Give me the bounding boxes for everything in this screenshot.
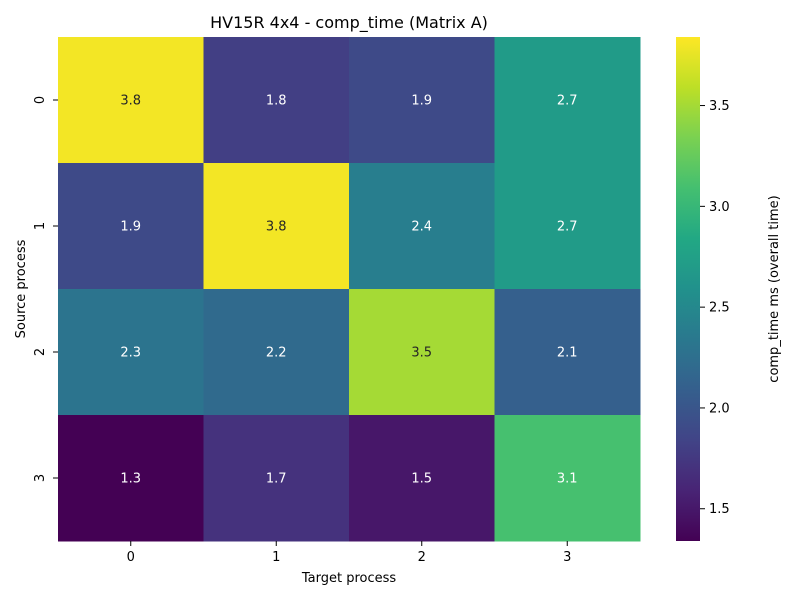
x-tick-label: 0 <box>127 550 135 565</box>
cell-value-label: 1.9 <box>120 220 141 235</box>
heatmap-cell <box>203 415 350 542</box>
cell-value-label: 3.8 <box>120 94 141 109</box>
heatmap-cells: 3.8 1.8 1.9 2.7 1.9 3.8 2.4 2.7 2.3 2.2 3.5 2.1 1.3 1… <box>58 37 641 542</box>
cell-value-label: 1.7 <box>266 472 287 487</box>
cell-value-label: 2.7 <box>557 220 578 235</box>
colorbar-tick-label: 3.0 <box>709 200 730 215</box>
colorbar-ticks: 1.5 2.0 2.5 3.0 3.5 <box>700 99 730 517</box>
x-tick-label: 1 <box>272 550 280 565</box>
heatmap-cell <box>494 289 641 416</box>
cell-value-label: 2.4 <box>411 220 432 235</box>
heatmap-cell <box>58 163 204 290</box>
x-axis-ticks: 0 1 2 3 <box>127 541 571 565</box>
cell-value-label: 3.1 <box>557 472 578 487</box>
heatmap-cell <box>494 37 641 164</box>
y-axis-ticks: 0 1 2 3 <box>33 96 58 482</box>
y-axis-label: Source process <box>14 239 29 338</box>
colorbar-tick-label: 2.5 <box>709 301 730 316</box>
heatmap-cell <box>349 289 495 416</box>
heatmap-cell <box>494 163 641 290</box>
cell-value-label: 2.2 <box>266 346 287 361</box>
colorbar <box>676 37 700 541</box>
x-axis-label: Target process <box>301 571 397 586</box>
colorbar-tick-label: 1.5 <box>709 502 730 517</box>
cell-value-label: 2.7 <box>557 94 578 109</box>
cell-value-label: 2.3 <box>120 346 141 361</box>
cell-value-label: 1.8 <box>266 94 287 109</box>
heatmap-cell <box>349 37 495 164</box>
heatmap-cell <box>349 163 495 290</box>
heatmap-cell <box>494 415 641 542</box>
colorbar-tick-label: 3.5 <box>709 99 730 114</box>
heatmap-cell <box>58 37 204 164</box>
cell-value-label: 1.9 <box>411 94 432 109</box>
y-tick-label: 1 <box>33 222 48 230</box>
x-tick-label: 3 <box>563 550 571 565</box>
y-tick-label: 0 <box>33 96 48 104</box>
heatmap-cell <box>203 289 350 416</box>
heatmap-cell <box>203 37 350 164</box>
cell-value-label: 3.8 <box>266 220 287 235</box>
y-tick-label: 2 <box>33 348 48 356</box>
colorbar-tick-label: 2.0 <box>709 401 730 416</box>
x-tick-label: 2 <box>418 550 426 565</box>
colorbar-label: comp_time ms (overall time) <box>767 195 782 382</box>
cell-value-label: 2.1 <box>557 346 578 361</box>
cell-value-label: 3.5 <box>411 346 432 361</box>
cell-value-label: 1.3 <box>120 472 141 487</box>
heatmap-cell <box>58 415 204 542</box>
heatmap-cell <box>203 163 350 290</box>
cell-value-label: 1.5 <box>411 472 432 487</box>
heatmap-cell <box>349 415 495 542</box>
heatmap-cell <box>58 289 204 416</box>
y-tick-label: 3 <box>33 474 48 482</box>
chart-title: HV15R 4x4 - comp_time (Matrix A) <box>210 13 488 33</box>
